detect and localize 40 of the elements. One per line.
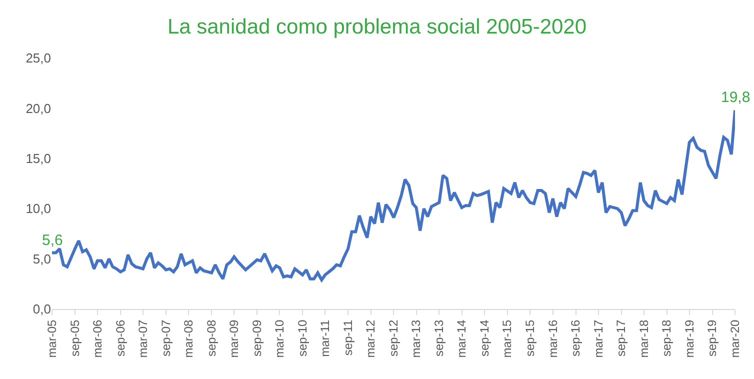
x-tick-label: mar-20 — [728, 319, 742, 358]
x-tick-label: mar-14 — [454, 319, 469, 358]
y-tick-label: 5,0 — [32, 251, 51, 266]
x-tick-label: sep-16 — [568, 319, 583, 357]
x-tick-label: sep-08 — [204, 319, 218, 357]
x-tick-label: sep-05 — [68, 319, 82, 357]
x-tick-label: mar-10 — [272, 319, 287, 358]
x-tick-label: sep-13 — [432, 319, 446, 357]
x-tick-label: mar-13 — [409, 319, 424, 358]
x-tick-label: mar-12 — [364, 319, 378, 358]
chart-title: La sanidad como problema social 2005-2020 — [167, 16, 587, 39]
x-tick-label: mar-16 — [546, 319, 560, 358]
x-tick-label: sep-09 — [250, 319, 264, 357]
x-tick-label: mar-17 — [591, 319, 606, 358]
x-tick-label: mar-11 — [318, 319, 332, 357]
x-tick-label: mar-15 — [500, 319, 514, 358]
x-tick-label: mar-06 — [90, 319, 104, 358]
y-tick-label: 10,0 — [26, 201, 51, 216]
x-tick-label: sep-15 — [523, 319, 538, 357]
x-tick-label: mar-18 — [636, 319, 651, 358]
x-tick-label: mar-07 — [136, 319, 150, 358]
x-tick-label: sep-14 — [478, 319, 492, 357]
x-tick-label: sep-19 — [705, 319, 720, 357]
x-tick-label: mar-05 — [44, 319, 59, 358]
x-tick-label: sep-10 — [295, 319, 310, 357]
x-tick-label: sep-17 — [614, 319, 628, 357]
x-tick-label: mar-08 — [182, 319, 196, 358]
x-tick-label: sep-11 — [340, 319, 355, 356]
x-tick-label: mar-09 — [227, 319, 242, 358]
y-tick-label: 20,0 — [26, 100, 51, 116]
x-tick-label: sep-07 — [158, 319, 173, 357]
annotation: 19,8 — [721, 89, 750, 106]
x-tick-label: sep-06 — [113, 319, 128, 357]
annotation: 5,6 — [42, 232, 63, 249]
y-tick-label: 0,0 — [32, 302, 51, 317]
x-tick-label: mar-19 — [682, 319, 696, 358]
y-tick-label: 15,0 — [26, 150, 51, 166]
y-tick-label: 25,0 — [26, 50, 51, 66]
x-tick-label: sep-12 — [386, 319, 401, 357]
x-tick-label: sep-18 — [660, 319, 674, 357]
